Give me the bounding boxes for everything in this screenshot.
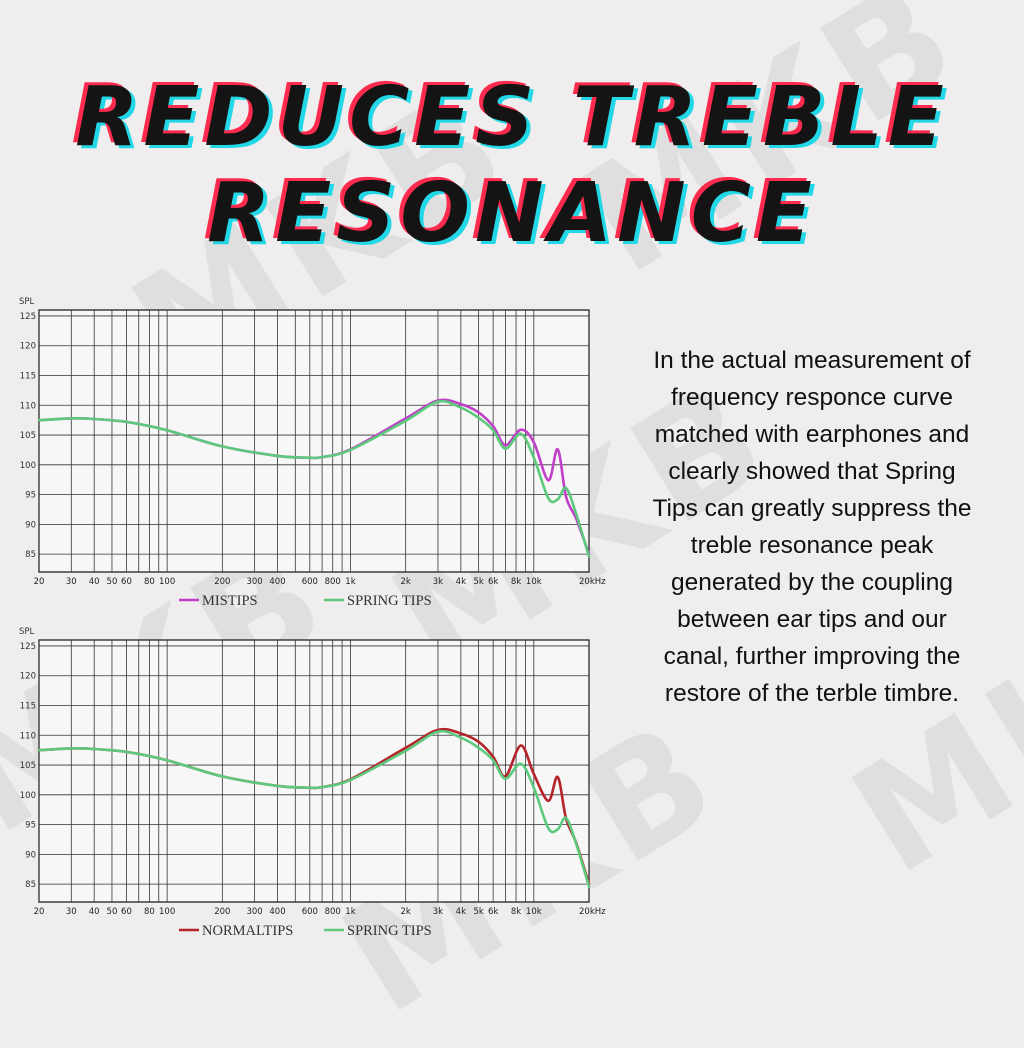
x-tick-label: 30 xyxy=(66,907,77,917)
y-tick-label: 95 xyxy=(25,821,36,831)
plot-area xyxy=(38,639,590,903)
x-tick-label: 50 xyxy=(107,907,118,917)
x-tick-label: 40 xyxy=(89,577,100,587)
x-tick-label: 3k xyxy=(433,577,443,587)
x-tick-label: 8k xyxy=(511,907,521,917)
y-tick-label: 105 xyxy=(20,761,36,771)
y-tick-label: 85 xyxy=(25,550,36,560)
y-tick-label: 120 xyxy=(20,342,36,352)
y-tick-label: 120 xyxy=(20,672,36,682)
x-tick-label: 50 xyxy=(107,577,118,587)
legend-label: SPRING TIPS xyxy=(347,593,432,609)
frequency-response-chart-1: 125 120 115 110 105 100 95 90 85 SPL 20 30 40 50 60 80 1… xyxy=(19,297,606,609)
y-tick-label: 90 xyxy=(25,520,36,530)
y-tick-label: 85 xyxy=(25,880,36,890)
x-tick-label: 200 xyxy=(214,907,230,917)
y-tick-label: 115 xyxy=(20,702,36,712)
y-tick-label: 110 xyxy=(20,731,36,741)
x-tick-label: 5k xyxy=(473,907,483,917)
title-line-2: RESONANCE xyxy=(207,166,817,261)
plot-area xyxy=(38,309,590,573)
legend-label: SPRING TIPS xyxy=(347,923,432,939)
x-tick-label: 400 xyxy=(269,907,285,917)
x-tick-label: 100 xyxy=(159,907,175,917)
y-tick-label: 115 xyxy=(20,372,36,382)
y-axis-label: SPL xyxy=(19,297,35,307)
x-tick-label: 300 xyxy=(246,907,262,917)
page-title: REDUCES TREBLE RESONANCE xyxy=(0,70,1024,262)
series-line-spring-tips xyxy=(37,729,591,888)
legend-label: NORMALTIPS xyxy=(202,923,293,939)
x-tick-label: 800 xyxy=(325,907,341,917)
description-text: In the actual measurement of frequency r… xyxy=(652,347,972,707)
x-tick-label: 800 xyxy=(325,577,341,587)
y-tick-label: 95 xyxy=(25,491,36,501)
chart-mistips-vs-spring: 125 120 115 110 105 100 95 90 85 SPL 20 30 40 50 60 80 1… xyxy=(14,290,614,620)
x-tick-label: 20 xyxy=(34,907,45,917)
x-tick-label: 600 xyxy=(302,907,318,917)
chart-normaltips-vs-spring: 125 120 115 110 105 100 95 90 85 SPL 20 30 40 50 60 80 1… xyxy=(14,620,614,950)
x-tick-label: 10k xyxy=(526,907,542,917)
series-line-spring-tips xyxy=(37,399,591,558)
y-tick-label: 100 xyxy=(20,791,36,801)
x-tick-label: 20kHz xyxy=(579,907,606,917)
x-tick-label: 80 xyxy=(144,907,155,917)
x-tick-label: 60 xyxy=(121,907,132,917)
y-tick-label: 100 xyxy=(20,461,36,471)
y-tick-label: 105 xyxy=(20,431,36,441)
x-tick-label: 4k xyxy=(456,577,466,587)
y-tick-label: 90 xyxy=(25,850,36,860)
x-tick-label: 3k xyxy=(433,907,443,917)
y-tick-label: 125 xyxy=(20,642,36,652)
frequency-response-chart-2: 125 120 115 110 105 100 95 90 85 SPL 20 30 40 50 60 80 1… xyxy=(19,627,606,939)
x-tick-label: 80 xyxy=(144,577,155,587)
x-tick-label: 300 xyxy=(246,577,262,587)
x-tick-label: 40 xyxy=(89,907,100,917)
x-tick-label: 30 xyxy=(66,577,77,587)
x-tick-label: 4k xyxy=(456,907,466,917)
x-tick-label: 5k xyxy=(473,577,483,587)
x-tick-label: 200 xyxy=(214,577,230,587)
y-axis-label: SPL xyxy=(19,627,35,637)
x-tick-label: 10k xyxy=(526,577,542,587)
y-tick-label: 110 xyxy=(20,401,36,411)
title-line-1: REDUCES TREBLE xyxy=(75,70,949,165)
x-tick-label: 6k xyxy=(488,577,498,587)
x-tick-label: 400 xyxy=(269,577,285,587)
x-tick-label: 1k xyxy=(345,907,355,917)
x-tick-label: 2k xyxy=(400,577,410,587)
x-tick-label: 600 xyxy=(302,577,318,587)
y-tick-label: 125 xyxy=(20,312,36,322)
x-tick-label: 20 xyxy=(34,577,45,587)
x-tick-label: 8k xyxy=(511,577,521,587)
x-tick-label: 20kHz xyxy=(579,577,606,587)
x-tick-label: 1k xyxy=(345,577,355,587)
x-tick-label: 60 xyxy=(121,577,132,587)
x-tick-label: 100 xyxy=(159,577,175,587)
x-tick-label: 2k xyxy=(400,907,410,917)
legend-label: MISTIPS xyxy=(202,593,258,609)
x-tick-label: 6k xyxy=(488,907,498,917)
